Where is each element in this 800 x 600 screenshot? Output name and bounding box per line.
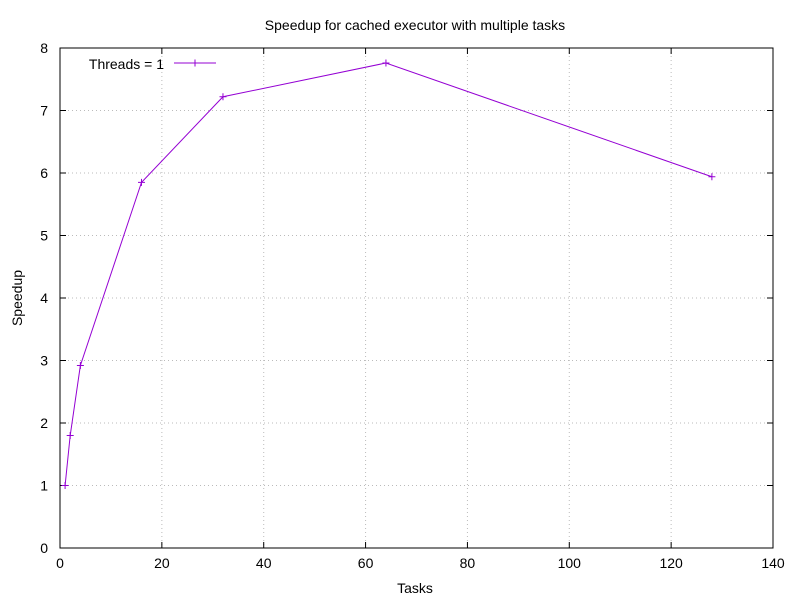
x-tick-label: 120 bbox=[659, 555, 683, 571]
legend-label: Threads = 1 bbox=[89, 56, 164, 72]
data-point bbox=[382, 59, 390, 67]
y-tick-label: 4 bbox=[40, 290, 48, 306]
y-tick-label: 1 bbox=[40, 478, 48, 494]
legend: Threads = 1 bbox=[89, 56, 216, 72]
grid-lines bbox=[60, 48, 773, 548]
y-tick-label: 2 bbox=[40, 415, 48, 431]
x-tick-label: 140 bbox=[761, 555, 785, 571]
data-point bbox=[137, 178, 145, 186]
series-layer bbox=[61, 59, 716, 489]
chart-title: Speedup for cached executor with multipl… bbox=[265, 17, 565, 33]
x-tick-label: 100 bbox=[558, 555, 582, 571]
data-point bbox=[219, 93, 227, 101]
axis-ticks: 0 20 40 60 80 100 120 140 0 1 2 3 4 5 6 7 8 bbox=[40, 40, 785, 571]
y-axis-label: Speedup bbox=[9, 270, 25, 326]
x-axis-label: Tasks bbox=[397, 580, 433, 596]
legend-marker-plus bbox=[191, 59, 199, 67]
x-tick-label: 80 bbox=[460, 555, 476, 571]
data-point bbox=[76, 362, 84, 369]
y-tick-label: 0 bbox=[40, 540, 48, 556]
y-tick-label: 8 bbox=[40, 40, 48, 56]
legend-marker bbox=[191, 59, 199, 67]
data-point bbox=[61, 482, 69, 489]
y-tick-label: 6 bbox=[40, 165, 48, 181]
data-point bbox=[708, 173, 716, 181]
x-tick-label: 0 bbox=[56, 555, 64, 571]
y-tick-label: 3 bbox=[40, 353, 48, 369]
y-tick-label: 5 bbox=[40, 228, 48, 244]
x-tick-label: 40 bbox=[256, 555, 272, 571]
x-tick-label: 20 bbox=[154, 555, 170, 571]
data-point bbox=[66, 432, 74, 439]
x-tick-label: 60 bbox=[358, 555, 374, 571]
y-tick-label: 7 bbox=[40, 103, 48, 119]
